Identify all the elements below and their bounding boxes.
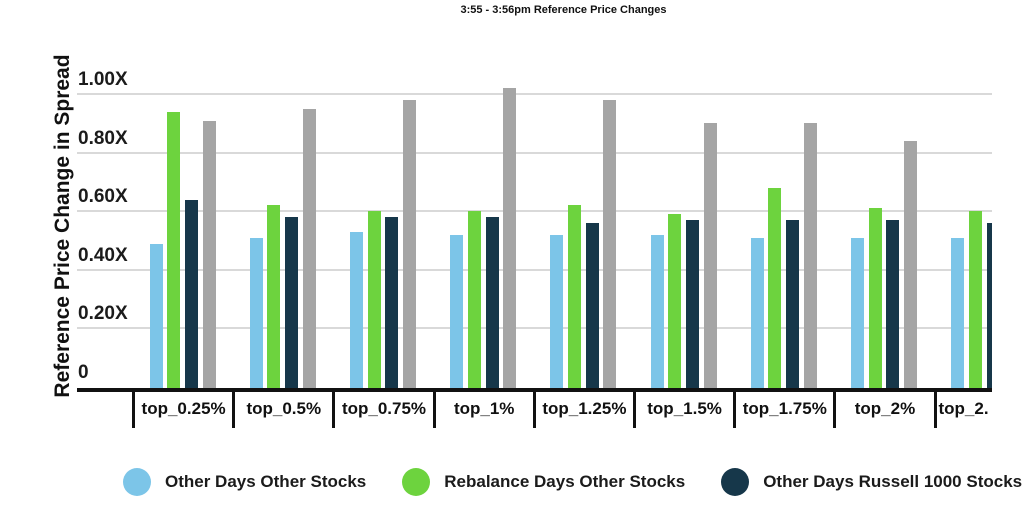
bar-other-days-other-stocks (951, 237, 965, 392)
bar-other-days-other-stocks (750, 237, 764, 392)
legend-label: Rebalance Days Other Stocks (444, 472, 686, 491)
x-axis-line (77, 388, 992, 392)
bar-other-days-russell-1000-stocks (485, 217, 499, 392)
category-divider (132, 392, 135, 428)
bar-other-days-other-stocks (550, 234, 564, 392)
bar-rebalance-days-other-stocks (367, 211, 381, 392)
x-category-label: top_1.75% (742, 399, 827, 418)
bar-gray-unlabeled (904, 141, 917, 392)
x-category-label: top_0.25% (141, 399, 226, 418)
legend-swatch-rebalance-days-other-stocks (402, 468, 431, 496)
legend-item-rebalance-days-other-stocks: Rebalance Days Other Stocks (402, 468, 685, 496)
x-category-label: top_2. (938, 399, 989, 418)
y-tick-label: 0 (78, 362, 89, 383)
bar-gray-unlabeled (503, 88, 517, 392)
legend: Other Days Other Stocks Rebalance Days Ot… (123, 468, 1022, 496)
category-divider (633, 392, 636, 428)
x-category-label: top_0.75% (341, 399, 427, 418)
bar-other-days-russell-1000-stocks (184, 199, 198, 392)
bar-other-days-russell-1000-stocks (886, 220, 900, 392)
y-tick-label: 0.80X (78, 127, 128, 149)
bar-other-days-other-stocks (149, 243, 163, 392)
category-divider (432, 392, 436, 428)
category-divider (933, 392, 937, 428)
gridline-0.60X (77, 210, 992, 213)
bar-gray-unlabeled (302, 108, 316, 392)
bar-other-days-russell-1000-stocks (585, 223, 599, 392)
bar-rebalance-days-other-stocks (768, 187, 782, 392)
bar-rebalance-days-other-stocks (868, 208, 882, 392)
bar-other-days-russell-1000-stocks (986, 223, 992, 392)
x-axis-category-row: top_0.25% top_0.5% top_0.75% top_1% top_1.25… (0, 392, 992, 432)
bar-other-days-other-stocks (249, 237, 263, 392)
bar-rebalance-days-other-stocks (668, 214, 682, 392)
bar-gray-unlabeled (803, 123, 817, 392)
bar-other-days-russell-1000-stocks (685, 220, 699, 392)
chart-title: 3:55 - 3:56pm Reference Price Changes (460, 4, 667, 16)
x-category-label: top_1% (453, 399, 515, 418)
gridline-1.00X (77, 93, 992, 96)
bar-rebalance-days-other-stocks (568, 205, 581, 392)
plot-area: 1.00X 0.80X 0.60X 0.40X 0.20X 0 (77, 69, 992, 392)
x-category-label: top_1.25% (542, 399, 627, 418)
bar-other-days-other-stocks (850, 237, 864, 392)
bar-other-days-other-stocks (450, 234, 464, 392)
bar-rebalance-days-other-stocks (467, 211, 481, 392)
category-divider (733, 392, 737, 428)
legend-label: Other Days Other Stocks (165, 472, 367, 491)
legend-swatch-other-days-russell-1000-stocks (721, 468, 750, 496)
bar-other-days-russell-1000-stocks (285, 217, 299, 392)
y-tick-label: 0.20X (78, 303, 128, 325)
x-category-label: top_1.5% (647, 399, 722, 418)
x-category-label: top_0.5% (246, 399, 322, 418)
gridline-0.20X (77, 327, 992, 330)
category-divider (833, 392, 837, 428)
gridline-0.80X (77, 151, 992, 154)
category-divider (532, 392, 536, 428)
y-tick-label: 0.40X (78, 244, 128, 266)
bar-rebalance-days-other-stocks (167, 111, 181, 392)
bar-rebalance-days-other-stocks (267, 205, 281, 392)
bar-other-days-other-stocks (349, 231, 363, 392)
bar-gray-unlabeled (202, 120, 216, 392)
y-tick-label: 1.00X (78, 69, 128, 91)
gridline-0.40X (77, 268, 992, 271)
legend-item-other-days-other-stocks: Other Days Other Stocks (123, 468, 366, 496)
bar-gray-unlabeled (403, 100, 416, 392)
bar-gray-unlabeled (703, 123, 717, 392)
legend-swatch-other-days-other-stocks (123, 468, 151, 496)
y-tick-label: 0.60X (78, 186, 128, 208)
category-divider (332, 392, 336, 428)
category-divider (232, 392, 236, 428)
bar-other-days-russell-1000-stocks (786, 220, 800, 392)
bar-rebalance-days-other-stocks (968, 211, 982, 392)
bar-gray-unlabeled (603, 100, 617, 392)
legend-label: Other Days Russell 1000 Stocks (763, 472, 1023, 491)
x-category-label: top_2% (854, 399, 916, 418)
bar-other-days-other-stocks (650, 234, 664, 392)
legend-item-other-days-russell-1000-stocks: Other Days Russell 1000 Stocks (721, 468, 1022, 496)
bar-other-days-russell-1000-stocks (385, 217, 399, 392)
